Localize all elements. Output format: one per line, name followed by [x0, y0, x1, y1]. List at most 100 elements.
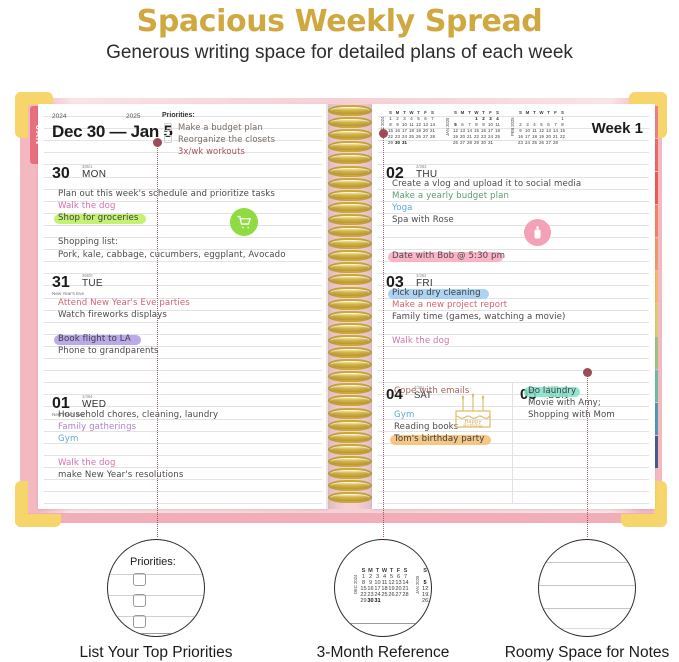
highlight-thu-5 [388, 251, 503, 262]
mini-calendar-month-label: JAN 2025 [445, 117, 450, 136]
callout-checkbox-2[interactable] [133, 594, 146, 607]
entry-sun-3: Shopping with Mom [528, 410, 615, 421]
spiral-ring [328, 395, 372, 407]
highlight-fri-1 [388, 288, 489, 299]
spiral-ring [328, 153, 372, 165]
day-name-mon: MON [82, 169, 107, 180]
spiral-ring [328, 189, 372, 201]
lotion-bottle-icon [524, 219, 551, 246]
corner-protector-bottom-right-side [654, 481, 667, 527]
planner-book: JAN FEBMARAPRMAYJUNJULAUGSEPOCTNOVDEC 20… [10, 92, 672, 527]
spiral-ring [328, 359, 372, 371]
entry-tue-3: Book flight to LA [58, 334, 131, 345]
entry-thu-5: Date with Bob @ 5:30 pm [392, 251, 506, 262]
entry-mon-2: Walk the dog [58, 201, 116, 212]
entry-wed-3: Gym [58, 434, 79, 445]
day-number-fri: 03 [386, 274, 404, 291]
entry-fri-1: Pick up dry cleaning [392, 288, 481, 298]
spiral-ring [328, 371, 372, 383]
day-name-thu: THU [416, 169, 438, 180]
spiral-ring [328, 298, 372, 310]
priority-checkbox-2[interactable] [164, 135, 172, 144]
priority-checkbox-1[interactable] [164, 123, 172, 131]
spiral-ring [328, 201, 372, 213]
day-number-sat: 04 [386, 386, 403, 403]
entry-wed-5: make New Year's resolutions [58, 470, 184, 481]
priority-item-1: Make a budget plan [178, 122, 263, 132]
entry-fri-2: Make a new project report [392, 300, 508, 311]
spiral-ring [328, 165, 372, 177]
day-fraction-sat: 4/361 [414, 385, 425, 390]
entry-fri-4: Walk the dog [392, 336, 450, 347]
highlight-sat-4 [390, 434, 491, 445]
sat-sun-divider [512, 382, 513, 504]
highlight-sun-1 [524, 386, 580, 397]
day-name-fri: FRI [416, 278, 434, 289]
mini-calendar-month-label: FEB 2025 [510, 117, 515, 136]
spiral-ring [328, 455, 372, 467]
entry-wed-2: Family gatherings [58, 422, 137, 433]
entry-sun-2: Movie with Amy; [528, 398, 601, 409]
spine-shadow [326, 104, 374, 509]
highlight-mon-3 [54, 213, 146, 224]
spiral-ring [328, 238, 372, 250]
spiral-ring [328, 419, 372, 431]
entry-wed-1: Household chores, cleaning, laundry [58, 410, 219, 420]
spiral-binding [326, 104, 374, 509]
callout-checkbox-3[interactable] [133, 615, 146, 628]
spiral-ring [328, 334, 372, 346]
ruled-lines-right [372, 104, 655, 509]
callout-checkbox-1[interactable] [133, 573, 146, 586]
callout-mini-calendar: DEC 2024 S M T W T F S 1 2 3 4 5 6 7 8 9 10 11 12 13 14 15 16 17… [353, 568, 429, 604]
spiral-ring [328, 117, 372, 129]
entry-mon-1: Plan out this week's schedule and priori… [58, 189, 275, 199]
guide-line-calendar [383, 128, 384, 537]
book-cover-bottom-edge [20, 513, 662, 523]
entry-thu-1: Create a vlog and upload it to social me… [392, 179, 582, 189]
spiral-ring [328, 310, 372, 322]
day-fraction-mon: 365/1 [82, 164, 93, 169]
highlight-tue-3 [54, 334, 142, 345]
spiral-ring [328, 213, 372, 225]
guide-dot-calendar [379, 129, 388, 138]
entry-fri-3: Family time (games, watching a movie) [392, 312, 566, 323]
day-fraction-thu: 2/363 [416, 164, 427, 169]
spiral-ring [328, 105, 372, 116]
spiral-ring [328, 480, 372, 492]
year-right: 2025 [126, 113, 141, 120]
corner-protector-top-left-side [15, 92, 28, 138]
shopping-cart-icon [230, 208, 258, 236]
year-left: 2024 [52, 113, 67, 120]
page-subtitle: Generous writing space for detailed plan… [106, 42, 573, 63]
entry-mon-4: Shopping list: [58, 237, 119, 248]
birthday-cake-doodle: Happy Birthday [450, 389, 496, 434]
day-holiday-wed: New Year's Day [52, 412, 85, 417]
day-fraction-tue: 366/0 [82, 273, 93, 278]
spiral-ring [328, 250, 372, 262]
callout-notes-label: Roomy Space for Notes [504, 644, 670, 661]
spiral-ring [328, 407, 372, 419]
mini-calendar-month-label: JAN 2025 [415, 575, 420, 594]
svg-text:Happy: Happy [464, 419, 481, 425]
day-fraction-fri: 3/362 [416, 273, 427, 278]
planner-page-left: 2024 2025 Dec 30 — Jan 5 Priorities: Mak… [38, 104, 328, 509]
spiral-ring [328, 468, 372, 479]
mini-calendar-month-label: DEC 2024 [353, 574, 358, 594]
entry-mon-3: Shop for groceries [58, 213, 139, 224]
ruled-lines-left [38, 104, 328, 509]
svg-text:Birthday: Birthday [463, 423, 483, 429]
spiral-ring [328, 347, 372, 358]
spiral-ring [328, 226, 372, 237]
callout-calendar-label: 3-Month Reference [316, 644, 450, 661]
planner-page-right: DEC 2024 S M T W T F S 1 2 3 4 5 6 7 8 9 10 11 12 13 14 15 16 17… [372, 104, 655, 509]
mini-calendar-dec: DEC 2024 S M T W T F S 1 2 3 4 5 6 7 8 9 10 11 12 13 14 15 16 17… [380, 110, 435, 145]
entry-sat-4: Tom's birthday party [394, 434, 485, 445]
spiral-ring [328, 141, 372, 153]
entry-sun-1: Do laundry [528, 386, 577, 396]
date-range: Dec 30 — Jan 5 [52, 122, 173, 141]
day-number-thu: 02 [386, 165, 404, 182]
entry-thu-4: Spa with Rose [392, 215, 454, 226]
spiral-ring [328, 129, 372, 141]
day-holiday-tue: New Year's Eve [52, 291, 85, 296]
spiral-ring [328, 383, 372, 395]
